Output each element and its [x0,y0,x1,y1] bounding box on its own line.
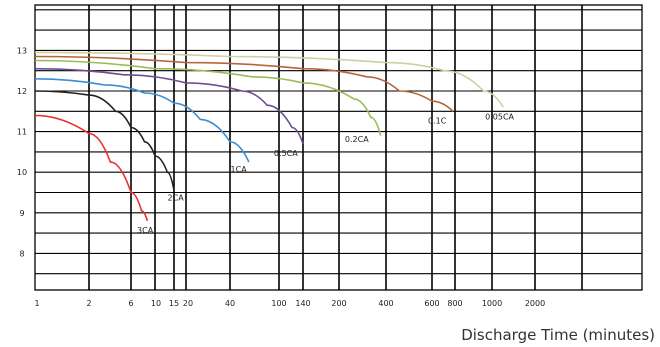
series-5-label: 0.2CA [345,135,369,144]
series-3-curve [34,78,250,163]
x-tick-label: 15 [169,299,179,308]
x-tick-label: 2 [86,299,91,308]
grid-lines [34,4,643,291]
y-tick-label: 10 [17,168,27,177]
x-tick-label: 400 [378,299,393,308]
series-7-curve [34,51,504,108]
series-3-label: 1CA [231,165,248,174]
series-2-label: 2CA [168,194,185,203]
series-2-curve [34,90,175,191]
series-7-label: 0.05CA [485,112,514,121]
series-6-label: 0.1C [428,116,447,125]
curve-labels: 3CA 2CA 1CA 0.5CA 0.2CA 0.1C 0.05CA [137,112,515,235]
series-1-curve [34,114,149,222]
x-tick-label: 2000 [525,299,545,308]
x-tick-label: 40 [225,299,235,308]
x-axis-title: Discharge Time (minutes) [461,326,655,344]
series-1-label: 3CA [137,226,154,235]
y-axis-ticks: 8 9 10 11 12 13 [17,46,27,258]
x-tick-label: 1 [34,299,39,308]
x-tick-label: 140 [295,299,310,308]
x-tick-label: 20 [183,299,193,308]
series-6-curve [34,55,454,112]
series-4-label: 0.5CA [274,149,298,158]
y-tick-label: 11 [17,128,27,137]
x-tick-label: 1000 [482,299,502,308]
y-tick-label: 13 [17,46,27,55]
x-axis-ticks: 1 2 6 10 15 20 40 100 140 200 400 600 800 1000 2000 [34,299,545,308]
x-tick-label: 600 [424,299,439,308]
y-tick-label: 8 [19,249,24,258]
x-tick-label: 800 [447,299,462,308]
series-5-curve [34,59,382,136]
series-4-curve [34,67,304,145]
x-tick-label: 100 [271,299,286,308]
x-tick-label: 200 [331,299,346,308]
y-tick-label: 12 [17,87,27,96]
y-tick-label: 9 [19,209,24,218]
discharge-curves [34,51,504,222]
x-tick-label: 10 [151,299,161,308]
x-tick-label: 6 [128,299,133,308]
